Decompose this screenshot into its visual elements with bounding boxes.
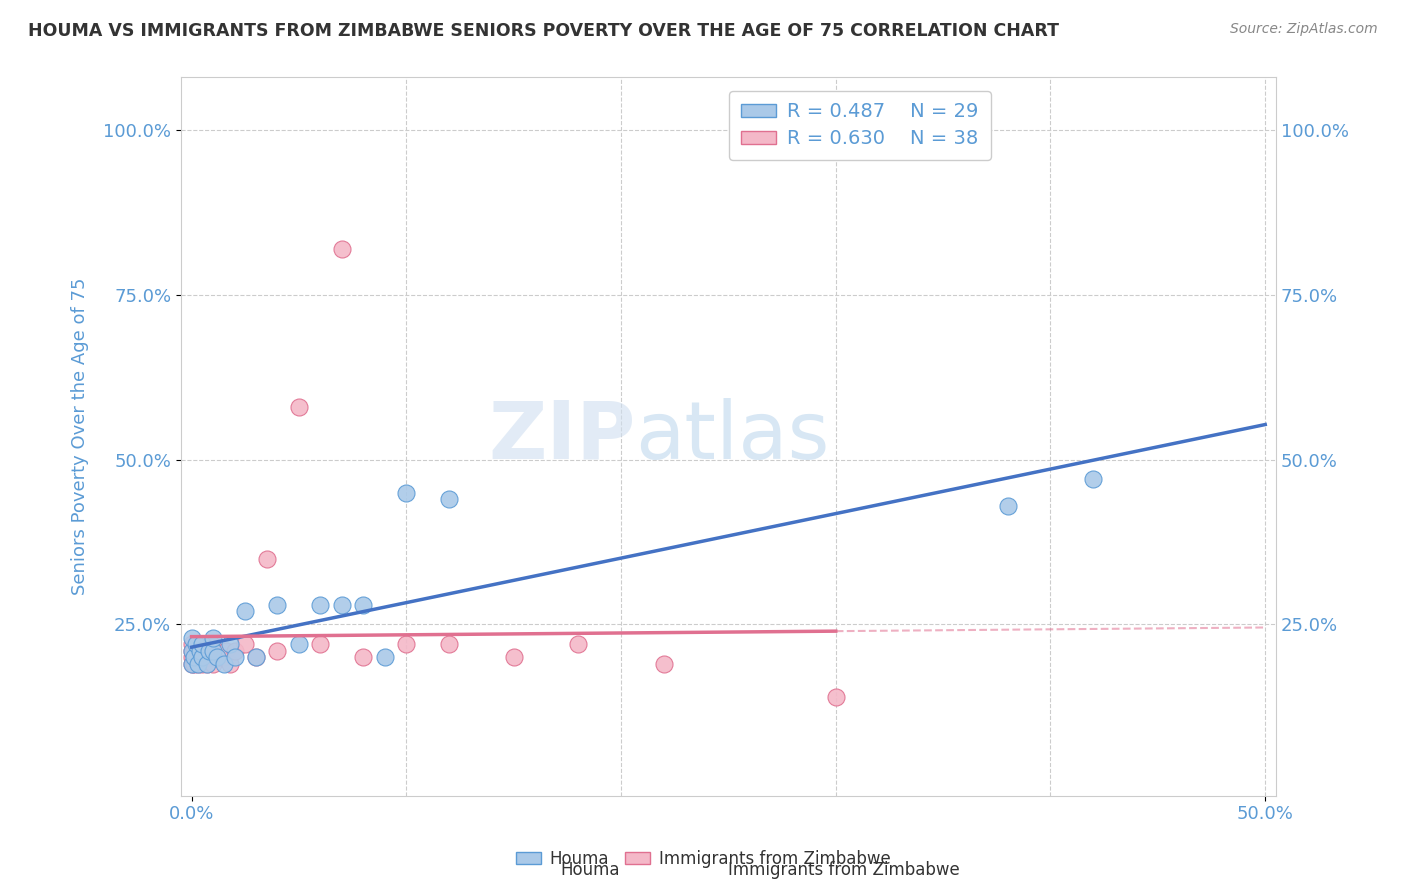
Point	[309, 637, 332, 651]
Point	[245, 650, 267, 665]
Point	[1083, 472, 1105, 486]
Point	[208, 650, 231, 665]
Point	[180, 637, 202, 651]
Point	[202, 631, 225, 645]
Point	[187, 657, 209, 671]
Point	[233, 604, 256, 618]
Point	[233, 637, 256, 651]
Point	[309, 598, 332, 612]
Point	[197, 650, 219, 665]
Point	[180, 650, 202, 665]
Point	[195, 657, 218, 671]
Point	[219, 657, 242, 671]
Point	[188, 650, 211, 665]
Text: Immigrants from Zimbabwe: Immigrants from Zimbabwe	[728, 861, 959, 879]
Point	[652, 657, 675, 671]
Point	[245, 650, 267, 665]
Point	[197, 644, 219, 658]
Point	[184, 637, 207, 651]
Point	[180, 657, 202, 671]
Text: atlas: atlas	[636, 398, 830, 475]
Point	[191, 657, 214, 671]
Point	[502, 650, 524, 665]
Text: Source: ZipAtlas.com: Source: ZipAtlas.com	[1230, 22, 1378, 37]
Point	[195, 657, 218, 671]
Point	[224, 650, 246, 665]
Point	[266, 598, 288, 612]
Y-axis label: Seniors Poverty Over the Age of 75: Seniors Poverty Over the Age of 75	[72, 277, 89, 595]
Point	[207, 650, 229, 665]
Point	[212, 657, 235, 671]
Point	[224, 644, 246, 658]
Point	[191, 637, 214, 651]
Point	[212, 650, 235, 665]
Point	[330, 598, 353, 612]
Point	[352, 650, 374, 665]
Text: ZIP: ZIP	[488, 398, 636, 475]
Point	[219, 637, 242, 651]
Point	[180, 657, 202, 671]
Legend: Houma, Immigrants from Zimbabwe: Houma, Immigrants from Zimbabwe	[509, 844, 897, 875]
Point	[567, 637, 589, 651]
Text: Houma: Houma	[561, 861, 620, 879]
Point	[183, 650, 205, 665]
Point	[187, 657, 209, 671]
Point	[256, 551, 278, 566]
Point	[180, 631, 202, 645]
Point	[395, 485, 418, 500]
Point	[200, 637, 222, 651]
Point	[824, 690, 846, 704]
Text: HOUMA VS IMMIGRANTS FROM ZIMBABWE SENIORS POVERTY OVER THE AGE OF 75 CORRELATION: HOUMA VS IMMIGRANTS FROM ZIMBABWE SENIOR…	[28, 22, 1059, 40]
Point	[202, 644, 225, 658]
Point	[266, 644, 288, 658]
Point	[352, 598, 374, 612]
Point	[439, 637, 461, 651]
Point	[184, 637, 207, 651]
Point	[207, 644, 229, 658]
Point	[191, 644, 214, 658]
Point	[997, 499, 1019, 513]
Point	[183, 644, 205, 658]
Point	[395, 637, 418, 651]
Point	[184, 650, 207, 665]
Point	[215, 644, 238, 658]
Point	[188, 644, 211, 658]
Point	[374, 650, 396, 665]
Point	[288, 637, 311, 651]
Point	[193, 650, 215, 665]
Point	[439, 492, 461, 507]
Point	[288, 400, 311, 414]
Point	[202, 657, 225, 671]
Legend: R = 0.487    N = 29, R = 0.630    N = 38: R = 0.487 N = 29, R = 0.630 N = 38	[730, 91, 990, 160]
Point	[191, 650, 214, 665]
Point	[183, 657, 205, 671]
Point	[180, 644, 202, 658]
Point	[330, 242, 353, 256]
Point	[180, 644, 202, 658]
Point	[202, 650, 225, 665]
